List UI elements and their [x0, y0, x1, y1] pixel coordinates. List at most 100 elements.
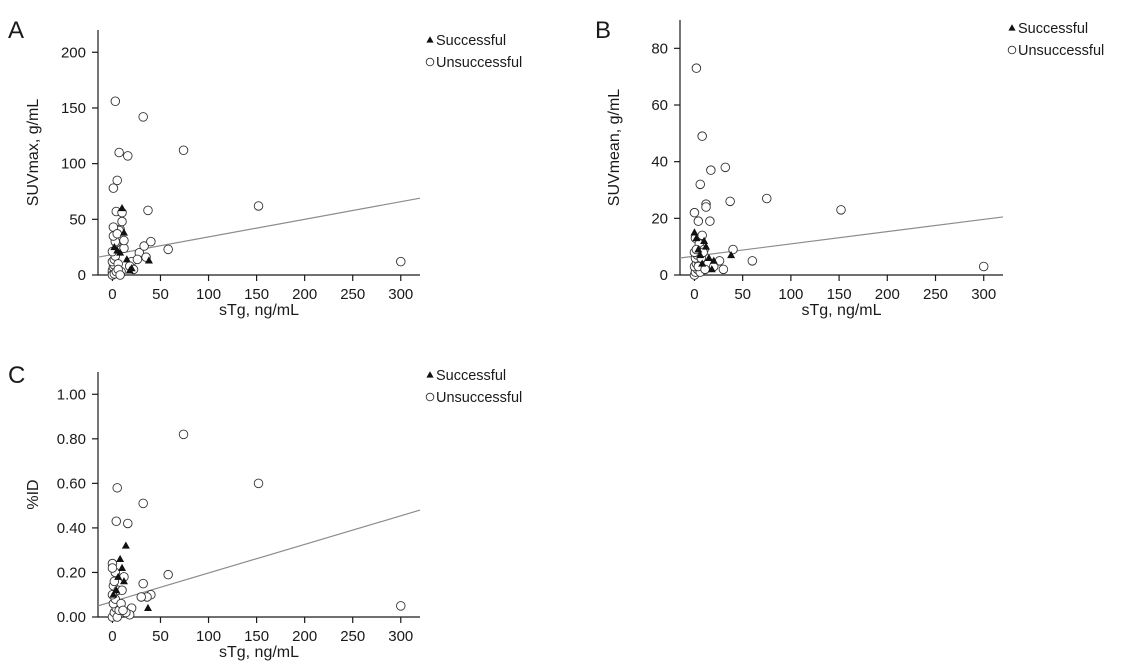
x-tick-label: 250 — [340, 628, 365, 645]
data-point-unsuccessful — [107, 563, 118, 573]
x-tick-label: 200 — [292, 286, 317, 303]
data-point-successful — [119, 577, 128, 585]
data-point-unsuccessful — [110, 96, 121, 107]
x-tick-label: 150 — [827, 286, 852, 303]
data-point-unsuccessful — [114, 147, 124, 158]
data-point-successful — [692, 233, 701, 242]
data-point-unsuccessful — [253, 201, 264, 211]
data-point-successful — [116, 248, 125, 256]
data-point-unsuccessful — [836, 205, 846, 215]
legend-marker-successful — [1008, 24, 1016, 31]
data-point-unsuccessful — [691, 63, 702, 73]
data-point-unsuccessful — [132, 254, 143, 265]
data-point-unsuccessful — [112, 229, 122, 239]
panel-letter: B — [595, 17, 611, 44]
data-point-unsuccessful — [718, 264, 729, 275]
y-axis-title: SUVmean, g/mL — [606, 89, 623, 206]
y-tick-label: 200 — [61, 44, 86, 61]
y-tick-label: 0.00 — [57, 609, 86, 626]
data-point-unsuccessful — [139, 241, 149, 251]
data-point-successful — [704, 253, 713, 261]
y-tick-label: 1.00 — [57, 386, 86, 403]
data-point-unsuccessful — [117, 216, 127, 227]
x-tick-label: 250 — [923, 286, 948, 303]
data-point-successful — [112, 586, 121, 594]
data-point-unsuccessful — [697, 131, 707, 141]
x-tick-label: 0 — [108, 628, 116, 645]
data-point-successful — [122, 255, 131, 263]
data-point-successful — [119, 228, 128, 236]
data-point-successful — [700, 236, 709, 244]
legend-label-successful: Successful — [436, 368, 506, 384]
y-tick-label: 0.60 — [57, 475, 86, 492]
data-point-unsuccessful — [978, 261, 989, 272]
y-tick-label: 0.20 — [57, 564, 86, 581]
legend-marker-unsuccessful — [425, 392, 435, 402]
data-point-unsuccessful — [138, 112, 148, 122]
data-point-successful — [114, 572, 123, 580]
legend-label-unsuccessful: Unsuccessful — [436, 390, 522, 406]
regression-line — [97, 197, 421, 258]
legend-label-unsuccessful: Unsuccessful — [1018, 43, 1104, 59]
data-point-successful — [109, 590, 118, 598]
chart-c-svg: C 0.00 0.20 0.40 0.60 0.80 1.00 0 50 100 150 200 250… — [8, 362, 522, 661]
data-point-successful — [143, 603, 152, 612]
legend-label-successful: Successful — [436, 33, 506, 49]
data-point-unsuccessful — [138, 578, 148, 589]
data-point-unsuccessful — [117, 585, 127, 596]
y-axis-title: SUVmax, g/mL — [25, 99, 42, 207]
data-point-unsuccessful — [720, 162, 731, 173]
chart-panel-c: C 0.00 0.20 0.40 0.60 0.80 1.00 0 50 100 150 200 250… — [0, 325, 560, 662]
x-tick-label: 50 — [734, 286, 751, 303]
panel-letter: C — [8, 362, 25, 389]
x-axis-title: sTg, ng/mL — [801, 302, 881, 319]
x-tick-label: 300 — [971, 286, 996, 303]
data-point-unsuccessful — [706, 165, 716, 175]
data-point-unsuccessful — [112, 483, 122, 493]
data-point-unsuccessful — [697, 230, 707, 241]
data-point-unsuccessful — [112, 175, 122, 186]
x-tick-label: 300 — [388, 628, 413, 645]
data-point-successful — [118, 203, 127, 212]
x-tick-label: 200 — [292, 628, 317, 645]
data-point-unsuccessful — [123, 151, 133, 161]
y-tick-label: 0 — [78, 267, 86, 284]
chart-panel-b: B 0 20 40 60 80 0 50 100 150 200 250 300 sTg, ng/mL SU… — [575, 0, 1121, 320]
data-point-successful — [121, 541, 130, 549]
x-tick-label: 50 — [152, 286, 169, 303]
x-tick-label: 100 — [196, 286, 221, 303]
data-point-unsuccessful — [163, 244, 173, 255]
x-axis-title: sTg, ng/mL — [219, 302, 299, 319]
data-point-unsuccessful — [253, 478, 264, 489]
data-point-unsuccessful — [146, 236, 156, 247]
data-point-unsuccessful — [396, 256, 406, 267]
legend-label-unsuccessful: Unsuccessful — [436, 55, 522, 71]
x-tick-label: 100 — [196, 628, 221, 645]
x-tick-label: 100 — [778, 286, 803, 303]
data-point-successful — [707, 265, 716, 273]
data-point-unsuccessful — [108, 183, 119, 193]
data-point-unsuccessful — [396, 601, 406, 611]
y-tick-label: 0.40 — [57, 520, 86, 537]
chart-b-svg: B 0 20 40 60 80 0 50 100 150 200 250 300 sTg, ng/mL SU… — [595, 17, 1104, 319]
regression-line — [679, 216, 1004, 259]
data-point-successful — [694, 245, 703, 253]
data-point-unsuccessful — [728, 244, 738, 255]
data-point-unsuccessful — [689, 207, 700, 218]
y-tick-label: 50 — [69, 211, 86, 228]
y-tick-label: 40 — [651, 154, 668, 171]
x-axis-title: sTg, ng/mL — [219, 644, 299, 661]
data-point-unsuccessful — [138, 498, 148, 509]
chart-a-svg: A 0 50 100 150 200 0 50 100 150 200 250 300 sTg, ng/m… — [8, 17, 522, 319]
chart-panel-a: A 0 50 100 150 200 0 50 100 150 200 250 300 sTg, ng/m… — [0, 0, 560, 320]
x-tick-label: 50 — [152, 628, 169, 645]
x-tick-label: 150 — [244, 286, 269, 303]
legend-marker-successful — [426, 36, 434, 43]
y-tick-label: 60 — [651, 97, 668, 114]
y-tick-label: 0.80 — [57, 431, 86, 448]
data-point-unsuccessful — [714, 256, 725, 266]
data-point-unsuccessful — [123, 518, 133, 529]
x-tick-label: 250 — [340, 286, 365, 303]
data-point-unsuccessful — [747, 256, 758, 266]
data-point-successful — [116, 554, 125, 563]
